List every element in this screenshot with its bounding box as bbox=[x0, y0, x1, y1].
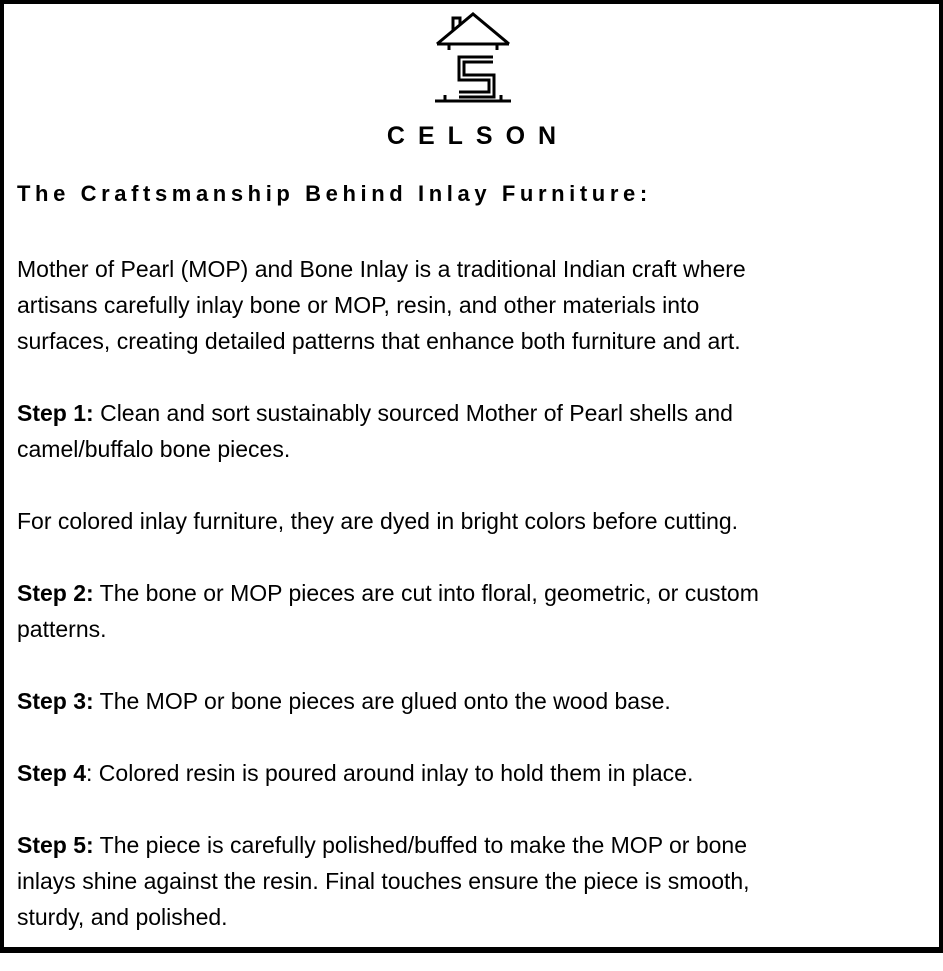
step-3: Step 3: The MOP or bone pieces are glued… bbox=[17, 683, 927, 719]
house-s-logo-icon bbox=[435, 12, 511, 103]
document-body: Mother of Pearl (MOP) and Bone Inlay is … bbox=[17, 251, 927, 971]
text-line: patterns. bbox=[17, 616, 107, 642]
page-title: The Craftsmanship Behind Inlay Furniture… bbox=[17, 181, 652, 206]
brand-name: CELSON bbox=[386, 122, 570, 150]
text-line: artisans carefully inlay bone or MOP, re… bbox=[17, 292, 700, 318]
text-line: Mother of Pearl (MOP) and Bone Inlay is … bbox=[17, 256, 746, 282]
step-label: Step 2: bbox=[17, 580, 94, 606]
step-4: Step 4: Colored resin is poured around i… bbox=[17, 755, 927, 791]
text-line: The piece is carefully polished/buffed t… bbox=[93, 832, 748, 858]
note-paragraph: For colored inlay furniture, they are dy… bbox=[17, 503, 927, 539]
text-line: The MOP or bone pieces are glued onto th… bbox=[93, 688, 671, 714]
text-line: For colored inlay furniture, they are dy… bbox=[17, 508, 739, 534]
intro-paragraph: Mother of Pearl (MOP) and Bone Inlay is … bbox=[17, 251, 927, 359]
text-line: camel/buffalo bone pieces. bbox=[17, 436, 291, 462]
step-5: Step 5: The piece is carefully polished/… bbox=[17, 827, 927, 935]
step-label: Step 5: bbox=[17, 832, 94, 858]
text-line: sturdy, and polished. bbox=[17, 904, 228, 930]
step-1: Step 1: Clean and sort sustainably sourc… bbox=[17, 395, 927, 467]
step-2: Step 2: The bone or MOP pieces are cut i… bbox=[17, 575, 927, 647]
step-label: Step 1: bbox=[17, 400, 94, 426]
step-label: Step 4 bbox=[17, 760, 87, 786]
text-line: : Colored resin is poured around inlay t… bbox=[86, 760, 694, 786]
text-line: inlays shine against the resin. Final to… bbox=[17, 868, 750, 894]
text-line: Clean and sort sustainably sourced Mothe… bbox=[93, 400, 733, 426]
text-line: The bone or MOP pieces are cut into flor… bbox=[93, 580, 759, 606]
step-label: Step 3: bbox=[17, 688, 94, 714]
text-line: surfaces, creating detailed patterns tha… bbox=[17, 328, 741, 354]
